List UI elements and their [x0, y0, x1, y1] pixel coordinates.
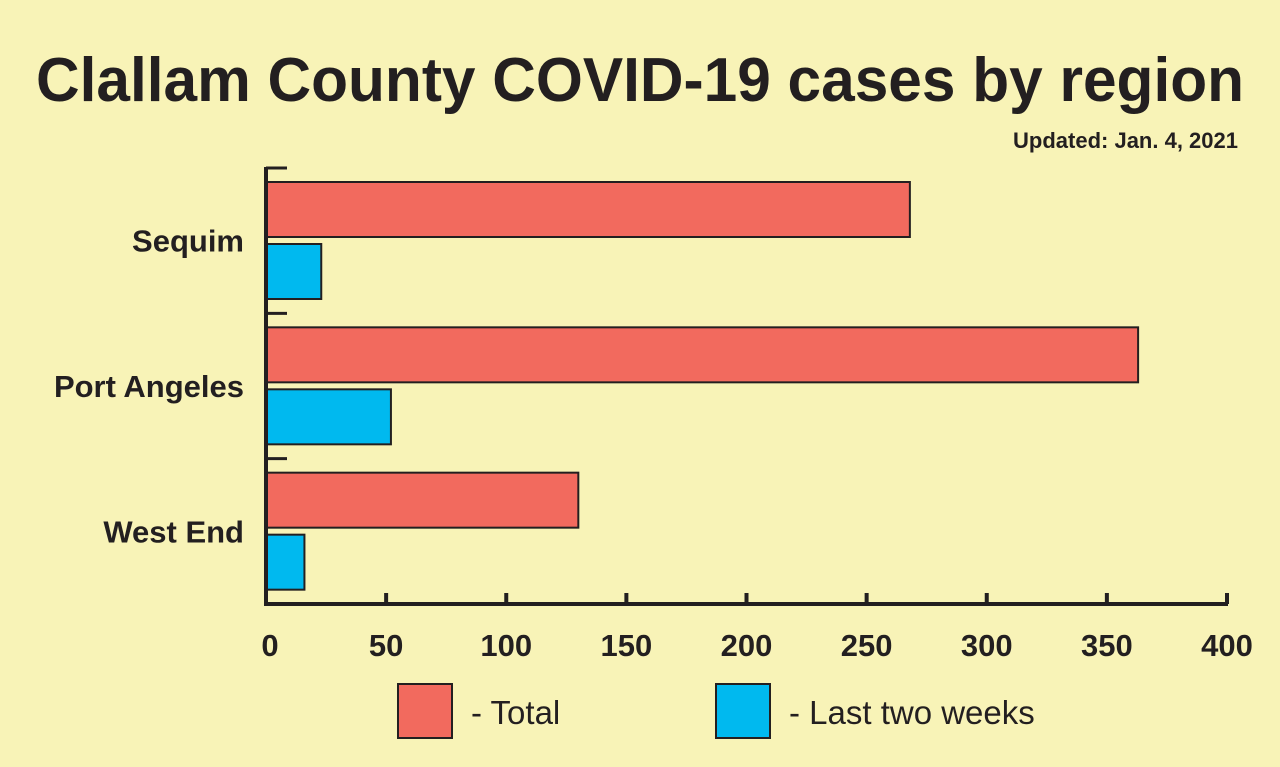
x-tick-label: 300	[961, 628, 1013, 663]
bar-sequim-last-two-weeks	[265, 243, 323, 300]
chart-title: Clallam County COVID-19 cases by region	[36, 46, 1244, 115]
legend-swatch-last-two-weeks	[715, 683, 771, 739]
x-tick-label: 100	[480, 628, 532, 663]
legend-label: - Total	[471, 694, 560, 731]
bar-west-end-total	[265, 471, 580, 529]
x-tick-label: 250	[841, 628, 893, 663]
x-tick-label: 350	[1081, 628, 1133, 663]
bar-port-angeles-total	[265, 326, 1140, 384]
bar-sequim-total	[265, 181, 911, 238]
bar-port-angeles-last-two-weeks	[265, 388, 392, 446]
x-tick-label: 400	[1201, 628, 1253, 663]
bar-west-end-last-two-weeks	[265, 533, 306, 591]
x-tick-label: 150	[601, 628, 653, 663]
legend-label: - Last two weeks	[789, 694, 1035, 731]
x-tick-label: 0	[261, 628, 278, 663]
category-label: Sequim	[132, 224, 244, 259]
category-label: Port Angeles	[54, 369, 244, 404]
x-tick-label: 50	[369, 628, 403, 663]
legend-swatch-total	[397, 683, 453, 739]
x-tick-label: 200	[721, 628, 773, 663]
chart-subtitle: Updated: Jan. 4, 2021	[1013, 128, 1238, 153]
category-label: West End	[103, 514, 244, 549]
